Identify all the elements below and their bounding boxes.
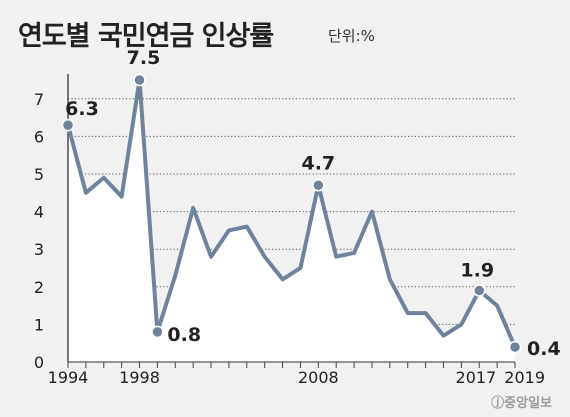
x-tick-label: 1998 [119,368,160,387]
y-tick-label: 3 [34,240,44,259]
y-tick-label: 0 [34,353,44,372]
series-line [66,78,517,349]
data-label: 4.7 [301,152,335,174]
credit-logo: ⓙ중앙일보 [491,396,552,411]
chart-title: 연도별 국민연금 인상률 [18,21,274,52]
data-point [61,118,75,132]
unit-label: 단위:% [328,27,375,45]
data-label: 1.9 [460,260,494,282]
y-tick-label: 6 [34,127,44,146]
y-tick-label: 4 [34,203,44,222]
y-tick-label: 1 [34,315,44,334]
x-tick-label: 2008 [298,368,339,387]
x-tick-label: 2017 [456,368,497,387]
data-point [508,340,522,354]
data-label: 6.3 [65,98,99,120]
y-tick-label: 7 [34,90,44,109]
y-tick-label: 5 [34,165,44,184]
data-label: 7.5 [127,47,161,69]
data-point [133,73,146,87]
area-fill [68,80,515,362]
data-label: 0.4 [527,338,561,360]
x-tick-label: 2019 [504,368,545,387]
y-tick-label: 2 [34,278,44,297]
data-point [312,179,325,192]
data-point [472,284,486,297]
data-label: 0.8 [167,324,201,346]
data-point [151,325,164,339]
x-tick-label: 1994 [48,368,89,387]
